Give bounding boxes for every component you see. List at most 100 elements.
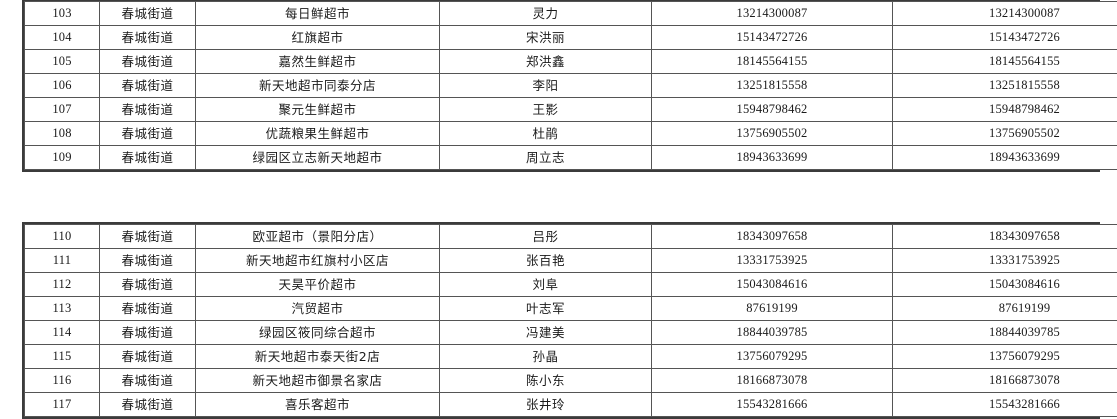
cell-contact-person: 陈小东 — [440, 369, 652, 393]
cell-store-name: 新天地超市同泰分店 — [196, 74, 440, 98]
cell-phone-number-duplicate: 13756905502 — [893, 122, 1117, 146]
cell-store-name: 嘉然生鲜超市 — [196, 50, 440, 74]
cell-row-number: 114 — [25, 321, 100, 345]
cell-row-number: 117 — [25, 393, 100, 417]
cell-contact-person: 宋洪丽 — [440, 26, 652, 50]
cell-contact-person: 周立志 — [440, 146, 652, 170]
cell-contact-person: 杜鹃 — [440, 122, 652, 146]
cell-contact-person: 张井玲 — [440, 393, 652, 417]
cell-phone-number: 13756905502 — [652, 122, 893, 146]
cell-store-name: 天昊平价超市 — [196, 273, 440, 297]
cell-row-number: 107 — [25, 98, 100, 122]
cell-phone-number-duplicate: 18844039785 — [893, 321, 1117, 345]
cell-phone-number: 15043084616 — [652, 273, 893, 297]
cell-contact-person: 王影 — [440, 98, 652, 122]
cell-row-number: 111 — [25, 249, 100, 273]
cell-phone-number: 15948798462 — [652, 98, 893, 122]
cell-contact-person: 冯建美 — [440, 321, 652, 345]
cell-contact-person: 吕彤 — [440, 225, 652, 249]
cell-phone-number-duplicate: 15543281666 — [893, 393, 1117, 417]
cell-subdistrict: 春城街道 — [100, 122, 196, 146]
cell-row-number: 112 — [25, 273, 100, 297]
cell-subdistrict: 春城街道 — [100, 321, 196, 345]
cell-phone-number: 13251815558 — [652, 74, 893, 98]
cell-store-name: 每日鲜超市 — [196, 2, 440, 26]
cell-contact-person: 孙晶 — [440, 345, 652, 369]
cell-row-number: 106 — [25, 74, 100, 98]
cell-subdistrict: 春城街道 — [100, 98, 196, 122]
cell-subdistrict: 春城街道 — [100, 369, 196, 393]
cell-subdistrict: 春城街道 — [100, 146, 196, 170]
cell-contact-person: 灵力 — [440, 2, 652, 26]
cell-phone-number-duplicate: 13251815558 — [893, 74, 1117, 98]
cell-row-number: 104 — [25, 26, 100, 50]
cell-store-name: 欧亚超市（景阳分店） — [196, 225, 440, 249]
cell-contact-person: 刘阜 — [440, 273, 652, 297]
cell-phone-number-duplicate: 13214300087 — [893, 2, 1117, 26]
cell-phone-number-duplicate: 18943633699 — [893, 146, 1117, 170]
cell-store-name: 喜乐客超市 — [196, 393, 440, 417]
cell-phone-number: 18343097658 — [652, 225, 893, 249]
cell-subdistrict: 春城街道 — [100, 26, 196, 50]
cell-row-number: 113 — [25, 297, 100, 321]
cell-row-number: 105 — [25, 50, 100, 74]
cell-store-name: 新天地超市红旗村小区店 — [196, 249, 440, 273]
cell-contact-person: 叶志军 — [440, 297, 652, 321]
cell-phone-number: 15543281666 — [652, 393, 893, 417]
cell-phone-number: 13756079295 — [652, 345, 893, 369]
cell-phone-number-duplicate: 13756079295 — [893, 345, 1117, 369]
cell-subdistrict: 春城街道 — [100, 393, 196, 417]
cell-row-number: 116 — [25, 369, 100, 393]
cell-subdistrict: 春城街道 — [100, 297, 196, 321]
cell-phone-number-duplicate: 18166873078 — [893, 369, 1117, 393]
cell-phone-number-duplicate: 13331753925 — [893, 249, 1117, 273]
cell-phone-number: 18844039785 — [652, 321, 893, 345]
cell-store-name: 红旗超市 — [196, 26, 440, 50]
cell-phone-number: 15143472726 — [652, 26, 893, 50]
cell-row-number: 103 — [25, 2, 100, 26]
cell-row-number: 108 — [25, 122, 100, 146]
cell-store-name: 新天地超市御景名家店 — [196, 369, 440, 393]
cell-phone-number-duplicate: 18343097658 — [893, 225, 1117, 249]
cell-row-number: 115 — [25, 345, 100, 369]
cell-phone-number: 13214300087 — [652, 2, 893, 26]
cell-phone-number: 13331753925 — [652, 249, 893, 273]
cell-store-name: 绿园区立志新天地超市 — [196, 146, 440, 170]
cell-store-name: 聚元生鲜超市 — [196, 98, 440, 122]
cell-subdistrict: 春城街道 — [100, 225, 196, 249]
cell-row-number: 110 — [25, 225, 100, 249]
cell-store-name: 新天地超市泰天街2店 — [196, 345, 440, 369]
cell-store-name: 绿园区筱同综合超市 — [196, 321, 440, 345]
cell-phone-number: 18943633699 — [652, 146, 893, 170]
cell-store-name: 优蔬粮果生鲜超市 — [196, 122, 440, 146]
cell-phone-number-duplicate: 15948798462 — [893, 98, 1117, 122]
cell-subdistrict: 春城街道 — [100, 50, 196, 74]
cell-phone-number: 87619199 — [652, 297, 893, 321]
cell-phone-number-duplicate: 18145564155 — [893, 50, 1117, 74]
cell-contact-person: 郑洪鑫 — [440, 50, 652, 74]
cell-store-name: 汽贸超市 — [196, 297, 440, 321]
cell-phone-number-duplicate: 15143472726 — [893, 26, 1117, 50]
cell-subdistrict: 春城街道 — [100, 249, 196, 273]
cell-contact-person: 李阳 — [440, 74, 652, 98]
cell-phone-number-duplicate: 15043084616 — [893, 273, 1117, 297]
cell-subdistrict: 春城街道 — [100, 2, 196, 26]
